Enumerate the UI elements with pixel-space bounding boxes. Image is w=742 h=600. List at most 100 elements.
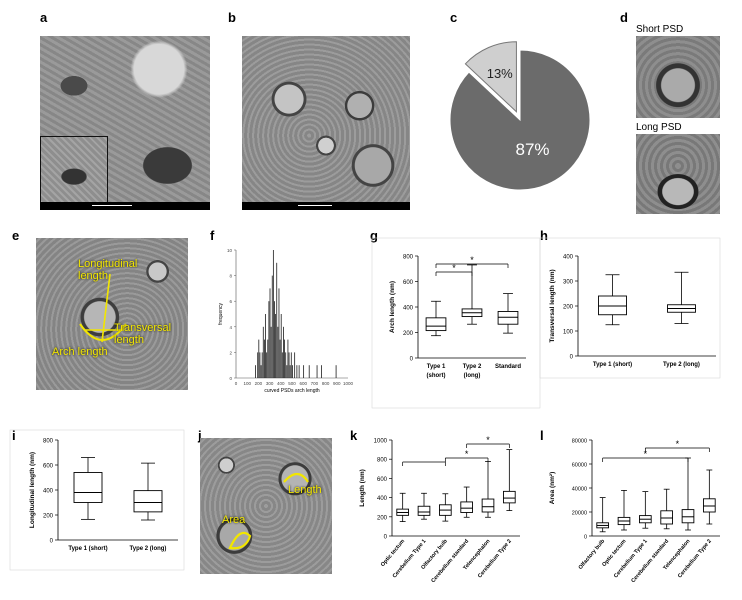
histogram-bar <box>260 365 262 378</box>
histogram-bar <box>292 365 293 378</box>
panel-frame <box>9 429 185 571</box>
histogram-bar <box>288 352 290 378</box>
histogram-bar <box>285 352 287 378</box>
histogram-bar <box>303 365 305 378</box>
histogram-bar <box>258 339 260 378</box>
y-tick-label: 0 <box>50 539 54 545</box>
y-tick-label: 300 <box>563 280 574 286</box>
histogram-bar <box>264 339 265 378</box>
long-psd-label: Long PSD <box>636 122 682 133</box>
micrograph-b <box>242 36 410 202</box>
histogram-bar <box>281 352 283 378</box>
histogram-bar <box>272 250 274 378</box>
y-tick-label: 4 <box>229 325 232 330</box>
histogram-bar <box>262 326 264 378</box>
x-tick-label: 600 <box>299 381 307 386</box>
histogram-bar <box>287 339 289 378</box>
y-tick-label: 600 <box>43 464 54 470</box>
panel-label-l: l <box>540 428 544 443</box>
category-label: (long) <box>464 373 481 379</box>
histogram-bar <box>268 301 270 378</box>
category-label: Type 1 (short) <box>68 546 107 552</box>
panel-label-b: b <box>228 10 236 25</box>
histogram-bar <box>276 262 278 378</box>
box-plot-h: 0 100 200 300 400 Type 1 (short) Type 2 (long)… <box>549 255 716 368</box>
panel-label-a: a <box>40 10 48 25</box>
y-tick-label: 400 <box>563 255 574 261</box>
category-label: Cerebellum standard <box>430 538 470 584</box>
y-tick-label: 0 <box>584 535 587 541</box>
category-label: Type 2 <box>463 364 482 370</box>
x-tick-label: 200 <box>255 381 263 386</box>
box-iqr <box>481 498 495 513</box>
box-iqr <box>703 498 716 513</box>
histogram-bar <box>271 275 273 378</box>
y-tick-label: 80000 <box>572 439 587 445</box>
box-iqr <box>497 311 519 325</box>
x-tick-label: 900 <box>333 381 341 386</box>
box-iqr <box>681 509 695 524</box>
significance-star: * <box>465 449 469 459</box>
histogram-bar <box>290 352 292 378</box>
y-tick-label: 1000 <box>374 439 388 445</box>
histogram-bar <box>270 326 272 378</box>
category-label: Cerebellum standard <box>630 538 670 584</box>
x-tick-label: 1000 <box>343 381 354 386</box>
inset-micrograph <box>40 136 108 202</box>
box-iqr <box>425 317 447 332</box>
y-tick-label: 400 <box>377 496 388 502</box>
histogram-bar <box>257 352 259 378</box>
histogram-bar <box>267 339 269 378</box>
y-axis-label: Area (nm²) <box>549 472 556 505</box>
y-tick-label: 6 <box>229 299 232 304</box>
measurement-overlay <box>79 273 127 343</box>
y-tick-label: 0 <box>229 376 232 381</box>
panel-label-h: h <box>540 228 548 243</box>
significance-star: * <box>676 439 680 449</box>
histogram-bar <box>259 352 261 378</box>
short-psd-label: Short PSD <box>636 24 684 35</box>
scalebar-strip-a <box>40 202 210 210</box>
y-tick-label: 10 <box>227 248 233 253</box>
y-tick-label: 2 <box>229 350 232 355</box>
histogram-bar <box>266 352 268 378</box>
pie-chart: 87% 13% <box>449 41 591 191</box>
arch-curve <box>79 323 127 341</box>
panel-frame <box>539 237 721 379</box>
x-axis-label: curved PSDs arch length <box>264 388 320 394</box>
box-plot-g: 0 200 400 600 800 Type 1 (short) Type 2 (long) St… <box>389 255 526 379</box>
y-tick-label: 0 <box>384 535 388 541</box>
panel-label-e: e <box>12 228 20 243</box>
panel-label-d: d <box>620 10 628 25</box>
histogram-bar <box>255 365 256 378</box>
box-iqr <box>73 472 103 503</box>
y-tick-label: 60000 <box>572 463 587 469</box>
box-plot-i: 0 200 400 600 800 Type 1 (short) Type 2 (long)… <box>29 439 178 552</box>
category-label: Type 2 (long) <box>130 546 167 552</box>
y-tick-label: 200 <box>377 515 388 521</box>
histogram-bar <box>286 365 288 378</box>
histogram-bar <box>269 288 271 378</box>
histogram-bar <box>283 326 284 378</box>
area-outline <box>228 531 252 550</box>
micrograph-short-psd <box>636 36 720 118</box>
x-tick-label: 300 <box>266 381 274 386</box>
y-tick-label: 800 <box>403 255 414 261</box>
y-tick-label: 200 <box>563 305 574 311</box>
significance-star: * <box>452 263 456 273</box>
histogram-bar <box>280 314 282 378</box>
y-tick-label: 400 <box>403 306 414 312</box>
significance-star: * <box>486 435 490 445</box>
box-iqr <box>460 501 473 513</box>
significance-star: * <box>470 255 474 265</box>
micrograph-a <box>40 36 210 202</box>
histogram-bar <box>316 365 318 378</box>
y-tick-label: 200 <box>43 514 54 520</box>
y-axis-label: Length (nm) <box>359 469 366 507</box>
pie-slice-large <box>449 49 591 191</box>
histogram-bar <box>308 365 310 378</box>
y-axis-label: Transversal length (nm) <box>549 269 556 342</box>
panel-label-f: f <box>210 228 215 243</box>
